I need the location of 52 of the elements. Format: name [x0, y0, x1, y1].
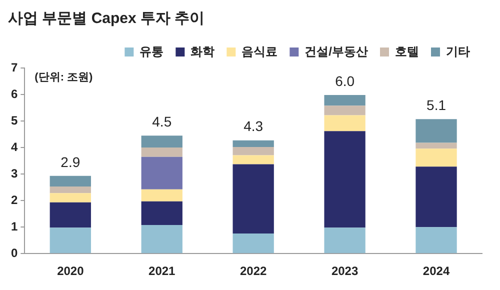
bar	[232, 155, 274, 164]
y-tick-label: 2	[10, 192, 18, 207]
bar	[50, 228, 91, 254]
bar	[416, 148, 457, 167]
x-tick-label: 2020	[57, 264, 84, 278]
bar	[141, 156, 182, 190]
bar	[50, 186, 91, 194]
legend-label: 호텔	[395, 44, 419, 58]
y-tick-label: 3	[10, 166, 18, 180]
bar	[50, 193, 91, 202]
bar	[141, 189, 182, 202]
y-tick-label: 4	[10, 140, 18, 154]
bar	[141, 224, 182, 254]
legend-label: 화학	[190, 44, 215, 58]
x-tick-label: 2024	[422, 264, 450, 278]
bar	[141, 136, 182, 148]
y-tick-label: 1	[10, 219, 18, 234]
bar	[50, 202, 91, 228]
bar	[141, 148, 182, 157]
y-tick-label: 6	[10, 86, 18, 101]
y-tick-label: 5	[10, 113, 18, 128]
total-label: 5.1	[426, 97, 446, 114]
bar	[324, 95, 366, 106]
bar	[324, 115, 366, 132]
bar	[324, 131, 366, 228]
bar	[50, 176, 91, 187]
total-label: 4.3	[244, 118, 264, 134]
bar	[232, 233, 274, 254]
bar	[416, 227, 457, 254]
legend-label: 유통	[140, 44, 164, 58]
legend-label: 음식료	[242, 44, 278, 58]
bar	[232, 147, 274, 156]
y-tick-label: 0	[10, 246, 18, 260]
bar	[141, 201, 182, 225]
y-tick-label: 7	[10, 60, 18, 74]
x-tick-label: 2022	[240, 264, 268, 278]
total-label: 4.5	[152, 113, 172, 130]
legend-label: 건설/부동산	[304, 44, 368, 58]
x-tick-label: 2023	[331, 264, 358, 278]
bar	[324, 106, 366, 116]
bar	[416, 166, 457, 228]
legend-label: 기타	[446, 44, 470, 58]
bar	[324, 228, 366, 254]
bar	[416, 119, 457, 143]
annotation: (단위: 조원)	[34, 72, 94, 84]
chart-title: 사업 부문별 Capex 투자 추이	[8, 10, 205, 28]
total-label: 6.0	[335, 72, 355, 89]
bar	[416, 142, 457, 149]
bar	[232, 140, 274, 148]
total-label: 2.9	[60, 154, 80, 170]
x-tick-label: 2021	[148, 264, 176, 278]
bar	[232, 164, 274, 234]
